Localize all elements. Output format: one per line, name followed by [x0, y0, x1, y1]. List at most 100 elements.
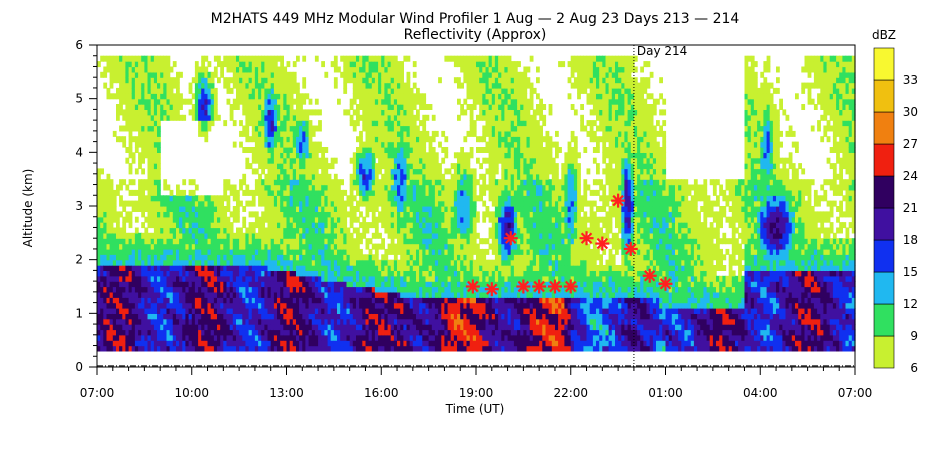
reflectivity-cell: [356, 109, 360, 115]
reflectivity-cell: [113, 195, 117, 201]
reflectivity-cell: [309, 136, 313, 142]
reflectivity-cell: [280, 56, 284, 62]
reflectivity-cell: [141, 168, 145, 174]
reflectivity-cell: [107, 88, 111, 94]
reflectivity-cell: [239, 185, 243, 191]
reflectivity-cell: [324, 158, 328, 164]
day-marker-label: Day 214: [637, 44, 687, 58]
reflectivity-cell: [422, 120, 426, 126]
reflectivity-cell: [242, 222, 246, 228]
reflectivity-cell: [129, 147, 133, 153]
reflectivity-cell: [366, 211, 370, 217]
reflectivity-cell: [110, 185, 114, 191]
reflectivity-cell: [135, 228, 139, 234]
reflectivity-cell: [97, 61, 101, 67]
reflectivity-cell: [416, 88, 420, 94]
reflectivity-cell: [220, 72, 224, 78]
reflectivity-cell: [157, 147, 161, 153]
reflectivity-cell: [125, 158, 129, 164]
reflectivity-cell: [318, 142, 322, 148]
reflectivity-cell: [157, 158, 161, 164]
reflectivity-cell: [302, 83, 306, 89]
reflectivity-cell: [350, 104, 354, 110]
reflectivity-cell: [173, 61, 177, 67]
reflectivity-cell: [438, 142, 442, 148]
reflectivity-cell: [356, 120, 360, 126]
reflectivity-cell: [157, 163, 161, 169]
reflectivity-cell: [141, 211, 145, 217]
reflectivity-cell: [236, 206, 240, 212]
reflectivity-cell: [141, 222, 145, 228]
reflectivity-cell: [315, 168, 319, 174]
reflectivity-cell: [429, 104, 433, 110]
reflectivity-cell: [413, 83, 417, 89]
reflectivity-cell: [315, 56, 319, 62]
reflectivity-cell: [359, 131, 363, 137]
reflectivity-cell: [318, 109, 322, 115]
reflectivity-cell: [135, 147, 139, 153]
reflectivity-cell: [170, 190, 174, 196]
reflectivity-cell: [157, 152, 161, 158]
reflectivity-cell: [192, 190, 196, 196]
reflectivity-cell: [309, 120, 313, 126]
reflectivity-cell: [107, 174, 111, 180]
reflectivity-cell: [422, 126, 426, 132]
reflectivity-field: [97, 56, 856, 352]
reflectivity-cell: [305, 93, 309, 99]
reflectivity-cell: [293, 77, 297, 83]
reflectivity-cell: [208, 61, 212, 67]
reflectivity-cell: [233, 185, 237, 191]
reflectivity-cell: [179, 93, 183, 99]
reflectivity-cell: [444, 152, 448, 158]
reflectivity-cell: [163, 179, 167, 185]
reflectivity-cell: [132, 179, 136, 185]
reflectivity-cell: [394, 254, 398, 260]
reflectivity-cell: [135, 217, 139, 223]
reflectivity-cell: [204, 136, 208, 142]
reflectivity-cell: [176, 109, 180, 115]
reflectivity-cell: [283, 67, 287, 73]
reflectivity-cell: [343, 88, 347, 94]
reflectivity-cell: [321, 61, 325, 67]
reflectivity-cell: [119, 195, 123, 201]
reflectivity-cell: [195, 61, 199, 67]
reflectivity-cell: [217, 56, 221, 62]
reflectivity-cell: [141, 190, 145, 196]
reflectivity-cell: [290, 104, 294, 110]
reflectivity-cell: [233, 120, 237, 126]
reflectivity-cell: [328, 174, 332, 180]
plot-area: 07:00 10:00 13:00 16:00 19:00 22:00 01:00 04:00…: [75, 38, 872, 400]
reflectivity-cell: [182, 115, 186, 121]
reflectivity-cell: [179, 104, 183, 110]
reflectivity-cell: [144, 228, 148, 234]
reflectivity-cell: [359, 238, 363, 244]
reflectivity-cell: [157, 136, 161, 142]
reflectivity-cell: [343, 206, 347, 212]
chart-subtitle: Reflectivity (Approx): [404, 27, 547, 43]
reflectivity-cell: [129, 163, 133, 169]
reflectivity-cell: [220, 201, 224, 207]
y-axis-label: Altitude (km): [21, 169, 35, 248]
reflectivity-cell: [381, 238, 385, 244]
reflectivity-cell: [359, 211, 363, 217]
reflectivity-cell: [287, 61, 291, 67]
reflectivity-cell: [384, 254, 388, 260]
reflectivity-cell: [233, 142, 237, 148]
reflectivity-cell: [239, 142, 243, 148]
reflectivity-cell: [230, 88, 234, 94]
reflectivity-cell: [242, 179, 246, 185]
reflectivity-cell: [227, 179, 231, 185]
reflectivity-cell: [356, 206, 360, 212]
reflectivity-cell: [227, 206, 231, 212]
reflectivity-cell: [129, 217, 133, 223]
reflectivity-cell: [204, 67, 208, 73]
reflectivity-cell: [350, 222, 354, 228]
reflectivity-cell: [119, 104, 123, 110]
reflectivity-cell: [318, 126, 322, 132]
reflectivity-cell: [353, 99, 357, 105]
reflectivity-cell: [280, 61, 284, 67]
reflectivity-cell: [422, 93, 426, 99]
reflectivity-cell: [400, 67, 404, 73]
reflectivity-cell: [211, 77, 215, 83]
reflectivity-cell: [375, 222, 379, 228]
